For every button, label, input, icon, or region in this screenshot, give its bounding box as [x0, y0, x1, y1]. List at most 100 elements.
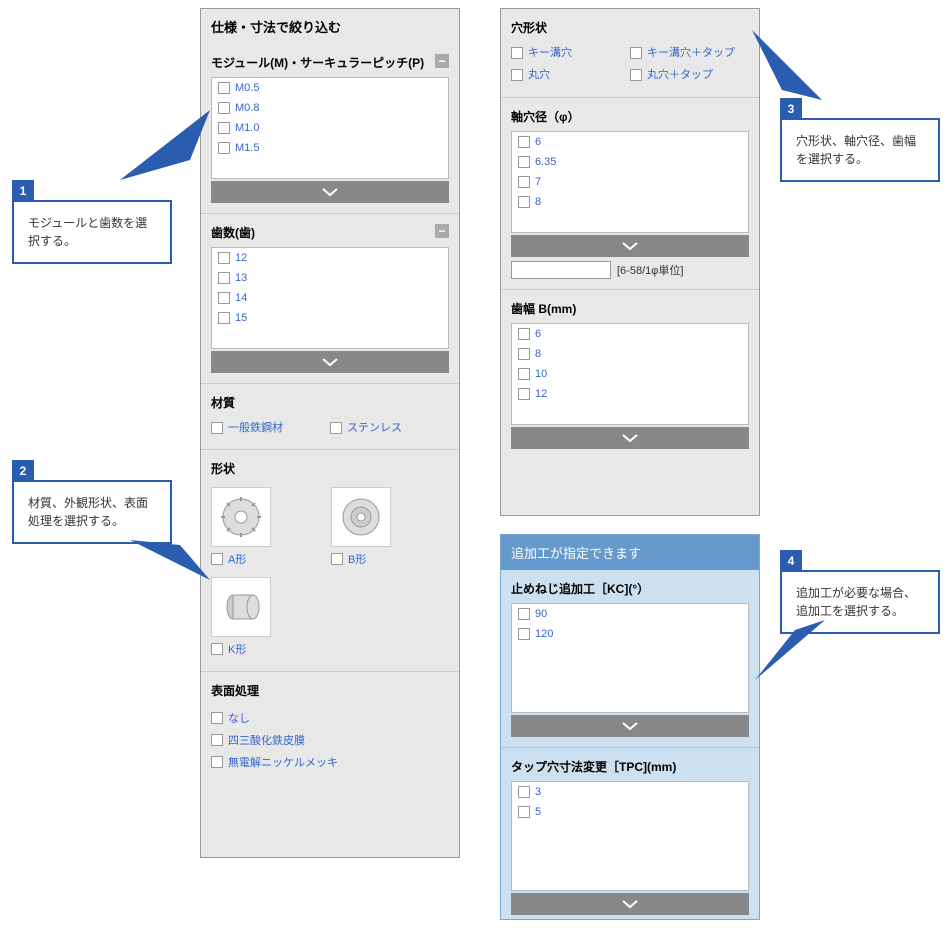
section-setscrew: 止めねじ追加工［KC](°） 90 120: [501, 570, 759, 748]
list-item[interactable]: 10: [512, 364, 748, 384]
list-item[interactable]: 6: [512, 132, 748, 152]
expand-button[interactable]: [511, 235, 749, 257]
checkbox-icon[interactable]: [630, 69, 642, 81]
check-item[interactable]: キー溝穴＋タップ: [630, 44, 749, 62]
list-item[interactable]: 5: [512, 802, 748, 822]
checkbox-icon[interactable]: [218, 272, 230, 284]
checkbox-icon[interactable]: [218, 292, 230, 304]
item-label: 7: [535, 176, 541, 188]
filter-panel-right-top: 穴形状 キー溝穴 キー溝穴＋タップ 丸穴 丸穴＋タップ 軸穴径（φ） 6 6.3…: [500, 8, 760, 516]
checkbox-icon[interactable]: [330, 422, 342, 434]
checkbox-icon[interactable]: [218, 82, 230, 94]
section-title: 歯数(歯) −: [211, 220, 449, 247]
list-item[interactable]: 8: [512, 192, 748, 212]
checkbox-icon[interactable]: [218, 312, 230, 324]
checkbox-icon[interactable]: [518, 608, 530, 620]
list-item[interactable]: 7: [512, 172, 748, 192]
section-title: 穴形状: [511, 15, 749, 42]
collapse-icon[interactable]: −: [435, 54, 449, 68]
hole-shape-options: キー溝穴 キー溝穴＋タップ 丸穴 丸穴＋タップ: [511, 42, 749, 87]
check-item[interactable]: 一般鉄鋼材: [211, 419, 330, 437]
checkbox-icon[interactable]: [518, 156, 530, 168]
section-title-text: 歯数(歯): [211, 226, 255, 240]
list-item[interactable]: M1.0: [212, 118, 448, 138]
shape-option[interactable]: A形: [211, 487, 311, 567]
checkbox-icon[interactable]: [518, 196, 530, 208]
checkbox-icon[interactable]: [630, 47, 642, 59]
checkbox-icon[interactable]: [331, 553, 343, 565]
checkbox-icon[interactable]: [211, 553, 223, 565]
list-item[interactable]: 120: [512, 624, 748, 644]
teeth-listbox[interactable]: 12 13 14 15: [211, 247, 449, 349]
list-item[interactable]: 14: [212, 288, 448, 308]
checkbox-icon[interactable]: [518, 136, 530, 148]
expand-button[interactable]: [511, 715, 749, 737]
checkbox-icon[interactable]: [211, 643, 223, 655]
callout-number: 4: [780, 550, 802, 572]
section-teeth: 歯数(歯) − 12 13 14 15: [201, 214, 459, 384]
check-item[interactable]: なし: [211, 707, 449, 729]
check-item[interactable]: 丸穴: [511, 66, 630, 84]
list-item[interactable]: 15: [212, 308, 448, 328]
list-item[interactable]: 3: [512, 782, 748, 802]
tap-listbox[interactable]: 3 5: [511, 781, 749, 891]
list-item[interactable]: M0.8: [212, 98, 448, 118]
checkbox-icon[interactable]: [211, 422, 223, 434]
check-item[interactable]: 無電解ニッケルメッキ: [211, 751, 449, 773]
item-label: M0.5: [235, 82, 259, 94]
checkbox-icon[interactable]: [518, 368, 530, 380]
section-bore: 軸穴径（φ） 6 6.35 7 8 [6-58/1φ単位]: [501, 98, 759, 290]
checkbox-icon[interactable]: [511, 69, 523, 81]
expand-button[interactable]: [211, 351, 449, 373]
checkbox-icon[interactable]: [218, 102, 230, 114]
bore-range-hint: [6-58/1φ単位]: [617, 262, 683, 278]
list-item[interactable]: 6: [512, 324, 748, 344]
checkbox-icon[interactable]: [518, 628, 530, 640]
checkbox-icon[interactable]: [518, 176, 530, 188]
bore-range-input[interactable]: [511, 261, 611, 279]
list-item[interactable]: 12: [512, 384, 748, 404]
check-item[interactable]: ステンレス: [330, 419, 449, 437]
module-listbox[interactable]: M0.5 M0.8 M1.0 M1.5: [211, 77, 449, 179]
shape-label: K形: [228, 641, 246, 657]
additional-processing-panel: 追加工が指定できます 止めねじ追加工［KC](°） 90 120 タップ穴寸法変…: [500, 534, 760, 920]
section-title: 形状: [211, 456, 449, 483]
item-label: 13: [235, 272, 247, 284]
expand-button[interactable]: [511, 427, 749, 449]
item-label: 8: [535, 196, 541, 208]
checkbox-icon[interactable]: [511, 47, 523, 59]
collapse-icon[interactable]: −: [435, 224, 449, 238]
list-item[interactable]: 8: [512, 344, 748, 364]
callout-1: 1 モジュールと歯数を選択する。: [12, 200, 172, 264]
check-item[interactable]: キー溝穴: [511, 44, 630, 62]
checkbox-icon[interactable]: [211, 734, 223, 746]
bore-listbox[interactable]: 6 6.35 7 8: [511, 131, 749, 233]
shape-option[interactable]: K形: [211, 577, 311, 657]
checkbox-icon[interactable]: [518, 348, 530, 360]
callout-text: モジュールと歯数を選択する。: [28, 216, 147, 248]
check-item[interactable]: 四三酸化鉄皮膜: [211, 729, 449, 751]
checkbox-icon[interactable]: [518, 328, 530, 340]
shape-option[interactable]: B形: [331, 487, 431, 567]
section-surface: 表面処理 なし 四三酸化鉄皮膜 無電解ニッケルメッキ: [201, 672, 459, 785]
checkbox-icon[interactable]: [218, 142, 230, 154]
list-item[interactable]: 13: [212, 268, 448, 288]
checkbox-icon[interactable]: [518, 806, 530, 818]
check-item[interactable]: 丸穴＋タップ: [630, 66, 749, 84]
list-item[interactable]: M1.5: [212, 138, 448, 158]
checkbox-icon[interactable]: [218, 122, 230, 134]
checkbox-icon[interactable]: [218, 252, 230, 264]
expand-button[interactable]: [511, 893, 749, 915]
list-item[interactable]: 6.35: [512, 152, 748, 172]
width-listbox[interactable]: 6 8 10 12: [511, 323, 749, 425]
expand-button[interactable]: [211, 181, 449, 203]
checkbox-icon[interactable]: [211, 712, 223, 724]
list-item[interactable]: M0.5: [212, 78, 448, 98]
callout-number: 2: [12, 460, 34, 482]
checkbox-icon[interactable]: [518, 786, 530, 798]
checkbox-icon[interactable]: [518, 388, 530, 400]
list-item[interactable]: 12: [212, 248, 448, 268]
checkbox-icon[interactable]: [211, 756, 223, 768]
setscrew-listbox[interactable]: 90 120: [511, 603, 749, 713]
list-item[interactable]: 90: [512, 604, 748, 624]
